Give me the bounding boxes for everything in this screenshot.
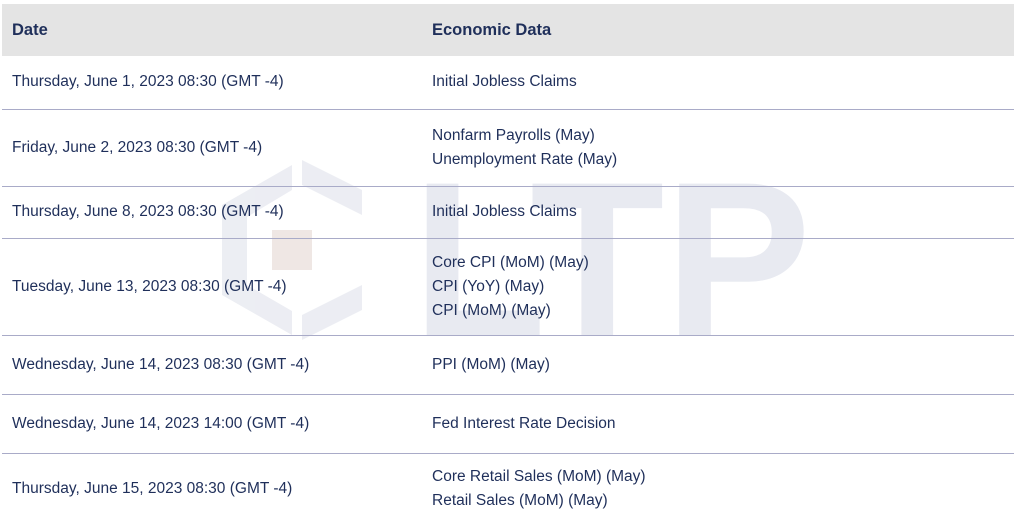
- date-cell: Wednesday, June 14, 2023 08:30 (GMT -4): [12, 355, 310, 373]
- event-item: CPI (YoY) (May): [432, 277, 545, 295]
- economic-data-cell: Core CPI (MoM) (May) CPI (YoY) (May) CPI…: [421, 238, 1014, 335]
- table-row: Thursday, June 15, 2023 08:30 (GMT -4) C…: [2, 453, 1014, 525]
- event-item: Fed Interest Rate Decision: [432, 414, 616, 432]
- date-cell: Friday, June 2, 2023 08:30 (GMT -4): [12, 138, 263, 156]
- column-header-date: Date: [12, 20, 48, 39]
- table-row: Wednesday, June 14, 2023 14:00 (GMT -4) …: [2, 394, 1014, 453]
- column-header-economic-data: Economic Data: [432, 20, 552, 39]
- date-cell: Thursday, June 8, 2023 08:30 (GMT -4): [12, 203, 284, 220]
- economic-data-cell: Fed Interest Rate Decision: [421, 394, 1014, 453]
- table-row: Tuesday, June 13, 2023 08:30 (GMT -4) Co…: [2, 238, 1014, 335]
- event-item: PPI (MoM) (May): [432, 355, 550, 373]
- event-item: Core CPI (MoM) (May): [432, 253, 589, 271]
- table-row: Thursday, June 8, 2023 08:30 (GMT -4) In…: [2, 186, 1014, 238]
- event-item: Initial Jobless Claims: [432, 203, 577, 220]
- date-cell: Wednesday, June 14, 2023 14:00 (GMT -4): [12, 414, 310, 432]
- table-row: Wednesday, June 14, 2023 08:30 (GMT -4) …: [2, 335, 1014, 394]
- economic-data-cell: Core Retail Sales (MoM) (May) Retail Sal…: [421, 453, 1014, 525]
- event-item: CPI (MoM) (May): [432, 301, 551, 319]
- table-row: Friday, June 2, 2023 08:30 (GMT -4) Nonf…: [2, 109, 1014, 186]
- economic-data-cell: Initial Jobless Claims: [421, 56, 1014, 109]
- event-item: Core Retail Sales (MoM) (May): [432, 468, 646, 486]
- economic-data-cell: Initial Jobless Claims: [421, 186, 1014, 238]
- economic-data-cell: PPI (MoM) (May): [421, 335, 1014, 394]
- economic-data-cell: Nonfarm Payrolls (May) Unemployment Rate…: [421, 109, 1014, 186]
- event-item: Initial Jobless Claims: [432, 73, 577, 91]
- event-item: Nonfarm Payrolls (May): [432, 126, 595, 144]
- date-cell: Tuesday, June 13, 2023 08:30 (GMT -4): [12, 277, 287, 295]
- event-item: Unemployment Rate (May): [432, 150, 618, 168]
- date-cell: Thursday, June 1, 2023 08:30 (GMT -4): [12, 73, 284, 91]
- date-cell: Thursday, June 15, 2023 08:30 (GMT -4): [12, 480, 293, 498]
- event-item: Retail Sales (MoM) (May): [432, 492, 608, 510]
- economic-calendar-table: Date Economic Data Thursday, June 1, 202…: [2, 4, 1014, 525]
- table-row: Thursday, June 1, 2023 08:30 (GMT -4) In…: [2, 56, 1014, 109]
- table-header-row: Date Economic Data: [2, 4, 1014, 56]
